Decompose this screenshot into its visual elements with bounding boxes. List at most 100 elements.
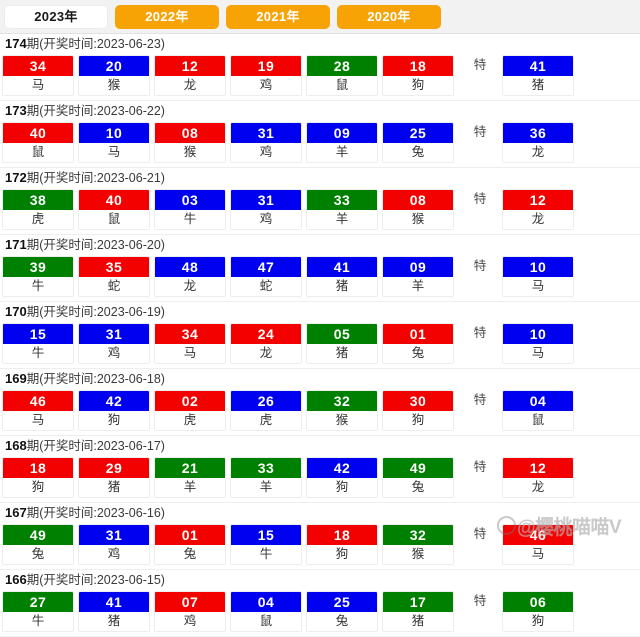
ball-zodiac: 牛 (3, 612, 73, 631)
normal-ball: 33 羊 (230, 457, 302, 498)
normal-ball: 24 龙 (230, 323, 302, 364)
year-tab-2020[interactable]: 2020年 (337, 4, 441, 29)
special-label: 特 (473, 393, 487, 407)
special-ball: 10 马 (502, 323, 574, 364)
draw-issue-number: 172 (5, 170, 27, 185)
normal-ball: 15 牛 (230, 524, 302, 565)
normal-ball: 25 兔 (382, 122, 454, 163)
ball-number: 39 (3, 257, 73, 277)
ball-number: 41 (503, 56, 573, 76)
draw-title: 174期(开奖时间:2023-06-23) (0, 34, 640, 54)
special-label: 特 (473, 460, 487, 474)
ball-number: 40 (79, 190, 149, 210)
ball-number: 18 (383, 56, 453, 76)
normal-ball: 07 鸡 (154, 591, 226, 632)
normal-ball: 04 鼠 (230, 591, 302, 632)
ball-number: 03 (155, 190, 225, 210)
draw-title: 169期(开奖时间:2023-06-18) (0, 369, 640, 389)
draw-issue-number: 169 (5, 371, 27, 386)
ball-zodiac: 鸡 (79, 344, 149, 363)
draw-issue-number: 174 (5, 36, 27, 51)
ball-number: 02 (155, 391, 225, 411)
ball-number: 31 (231, 123, 301, 143)
ball-zodiac: 兔 (383, 478, 453, 497)
normal-ball: 41 猪 (306, 256, 378, 297)
ball-zodiac: 龙 (503, 143, 573, 162)
normal-ball: 31 鸡 (230, 122, 302, 163)
year-tab-2023[interactable]: 2023年 (4, 4, 108, 29)
balls-row: 18 狗 29 猪 21 羊 33 羊 42 狗 49 兔特 12 龙 (0, 456, 640, 502)
normal-ball: 40 鼠 (78, 189, 150, 230)
normal-ball: 09 羊 (382, 256, 454, 297)
ball-zodiac: 鼠 (79, 210, 149, 229)
ball-number: 05 (307, 324, 377, 344)
ball-number: 48 (155, 257, 225, 277)
normal-ball: 39 牛 (2, 256, 74, 297)
draw-date-text: 期(开奖时间:2023-06-22) (26, 104, 165, 118)
normal-ball: 12 龙 (154, 55, 226, 96)
balls-row: 34 马 20 猴 12 龙 19 鸡 28 鼠 18 狗特 41 猪 (0, 54, 640, 100)
normal-ball: 30 狗 (382, 390, 454, 431)
normal-ball: 10 马 (78, 122, 150, 163)
ball-zodiac: 猴 (79, 76, 149, 95)
normal-ball: 42 狗 (78, 390, 150, 431)
ball-number: 24 (231, 324, 301, 344)
ball-number: 42 (79, 391, 149, 411)
draw-block: 167期(开奖时间:2023-06-16) 49 兔 31 鸡 01 兔 15 牛 18 狗 32 猴特… (0, 503, 640, 570)
normal-ball: 41 猪 (78, 591, 150, 632)
ball-zodiac: 龙 (155, 76, 225, 95)
ball-number: 25 (383, 123, 453, 143)
ball-number: 19 (231, 56, 301, 76)
ball-zodiac: 兔 (307, 612, 377, 631)
normal-ball: 17 猪 (382, 591, 454, 632)
draw-title: 167期(开奖时间:2023-06-16) (0, 503, 640, 523)
normal-ball: 33 羊 (306, 189, 378, 230)
ball-number: 25 (307, 592, 377, 612)
year-tab-2022[interactable]: 2022年 (115, 4, 219, 29)
ball-zodiac: 兔 (383, 143, 453, 162)
normal-ball: 08 猴 (382, 189, 454, 230)
ball-zodiac: 牛 (155, 210, 225, 229)
ball-number: 33 (307, 190, 377, 210)
ball-number: 21 (155, 458, 225, 478)
ball-number: 20 (79, 56, 149, 76)
draw-issue-number: 167 (5, 505, 27, 520)
draw-title: 173期(开奖时间:2023-06-22) (0, 101, 640, 121)
ball-number: 26 (231, 391, 301, 411)
normal-ball: 28 鼠 (306, 55, 378, 96)
year-tab-2021[interactable]: 2021年 (226, 4, 330, 29)
draw-date-text: 期(开奖时间:2023-06-19) (26, 305, 165, 319)
draw-results-list: 174期(开奖时间:2023-06-23) 34 马 20 猴 12 龙 19 鸡 28 鼠 18 狗特… (0, 34, 640, 637)
ball-zodiac: 马 (503, 277, 573, 296)
ball-zodiac: 狗 (307, 478, 377, 497)
ball-zodiac: 猴 (383, 545, 453, 564)
special-ball: 12 龙 (502, 457, 574, 498)
ball-zodiac: 虎 (231, 411, 301, 430)
normal-ball: 47 蛇 (230, 256, 302, 297)
normal-ball: 25 兔 (306, 591, 378, 632)
year-tab-bar: 2023年 2022年 2021年 2020年 (0, 0, 640, 34)
draw-date-text: 期(开奖时间:2023-06-21) (26, 171, 165, 185)
balls-row: 38 虎 40 鼠 03 牛 31 鸡 33 羊 08 猴特 12 龙 (0, 188, 640, 234)
ball-number: 04 (231, 592, 301, 612)
draw-issue-number: 166 (5, 572, 27, 587)
draw-title: 171期(开奖时间:2023-06-20) (0, 235, 640, 255)
normal-ball: 34 马 (154, 323, 226, 364)
ball-zodiac: 蛇 (79, 277, 149, 296)
ball-zodiac: 马 (79, 143, 149, 162)
balls-row: 15 牛 31 鸡 34 马 24 龙 05 猪 01 兔特 10 马 (0, 322, 640, 368)
ball-number: 33 (231, 458, 301, 478)
special-label: 特 (473, 259, 487, 273)
normal-ball: 18 狗 (306, 524, 378, 565)
special-label: 特 (473, 326, 487, 340)
ball-number: 41 (307, 257, 377, 277)
ball-number: 34 (3, 56, 73, 76)
ball-zodiac: 鼠 (3, 143, 73, 162)
draw-date-text: 期(开奖时间:2023-06-17) (26, 439, 165, 453)
normal-ball: 08 猴 (154, 122, 226, 163)
normal-ball: 19 鸡 (230, 55, 302, 96)
balls-row: 39 牛 35 蛇 48 龙 47 蛇 41 猪 09 羊特 10 马 (0, 255, 640, 301)
draw-block: 166期(开奖时间:2023-06-15) 27 牛 41 猪 07 鸡 04 鼠 25 兔 17 猪特… (0, 570, 640, 637)
ball-number: 01 (383, 324, 453, 344)
ball-number: 28 (307, 56, 377, 76)
